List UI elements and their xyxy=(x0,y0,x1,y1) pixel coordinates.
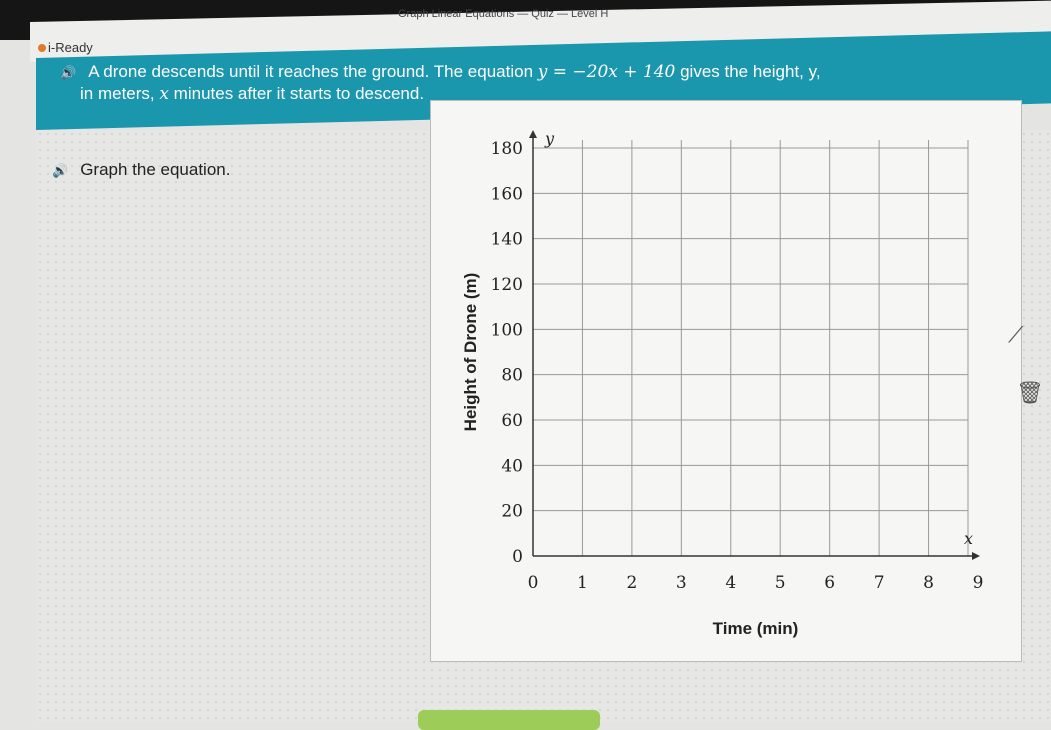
y-tick-label: 0 xyxy=(512,547,523,567)
trash-icon[interactable]: 🗑 xyxy=(1016,380,1044,405)
question-line-1: 🔊 A drone descends until it reaches the g… xyxy=(60,62,821,82)
question-line-2: in meters, x minutes after it starts to … xyxy=(80,84,424,104)
q-var: x xyxy=(159,84,169,104)
x-axis-label: Time (min) xyxy=(713,619,799,638)
brand-logo: i-Ready xyxy=(38,40,93,55)
y-tick-label: 80 xyxy=(501,366,523,386)
x-tick-label: 3 xyxy=(676,573,687,593)
y-axis-label: Height of Drone (m) xyxy=(461,273,480,432)
prompt-text: Graph the equation. xyxy=(80,160,231,179)
line-tool-icon[interactable]: ⟋ xyxy=(1008,322,1024,347)
y-tick-label: 100 xyxy=(491,320,523,340)
brand-text: i-Ready xyxy=(48,40,93,55)
q-text-end: gives the height, y, xyxy=(675,62,821,81)
q-text: A drone descends until it reaches the gr… xyxy=(88,62,538,81)
equation: y = −20x + 140 xyxy=(537,62,676,82)
y-axis-arrow xyxy=(529,130,537,138)
speaker-icon[interactable]: 🔊 xyxy=(52,163,69,178)
y-tick-label: 60 xyxy=(501,411,523,431)
y-tick-label: 20 xyxy=(501,502,523,522)
submit-button[interactable] xyxy=(418,710,600,730)
y-tick-label: 140 xyxy=(491,230,523,250)
y-axis-var: y xyxy=(544,129,555,148)
x-tick-label: 5 xyxy=(775,573,786,593)
x-tick-label: 4 xyxy=(725,573,736,593)
x-tick-label: 9 xyxy=(973,573,984,593)
x-tick-label: 6 xyxy=(824,573,835,593)
x-axis-var: x xyxy=(964,529,973,548)
x-tick-label: 0 xyxy=(528,573,539,593)
x-axis-arrow xyxy=(972,552,980,560)
y-tick-label: 40 xyxy=(501,456,523,476)
x-tick-label: 1 xyxy=(577,573,588,593)
q-text3: minutes after it starts to descend. xyxy=(168,84,425,103)
y-tick-label: 160 xyxy=(491,184,523,204)
prompt: 🔊 Graph the equation. xyxy=(52,160,230,180)
y-tick-label: 180 xyxy=(491,139,523,159)
speaker-icon[interactable]: 🔊 xyxy=(60,65,77,80)
y-tick-label: 120 xyxy=(491,275,523,295)
x-tick-label: 2 xyxy=(626,573,637,593)
x-tick-label: 8 xyxy=(923,573,934,593)
q-text2: in meters, xyxy=(80,84,160,103)
x-tick-label: 7 xyxy=(874,573,885,593)
quiz-title: Graph Linear Equations — Quiz — Level H xyxy=(398,8,609,20)
